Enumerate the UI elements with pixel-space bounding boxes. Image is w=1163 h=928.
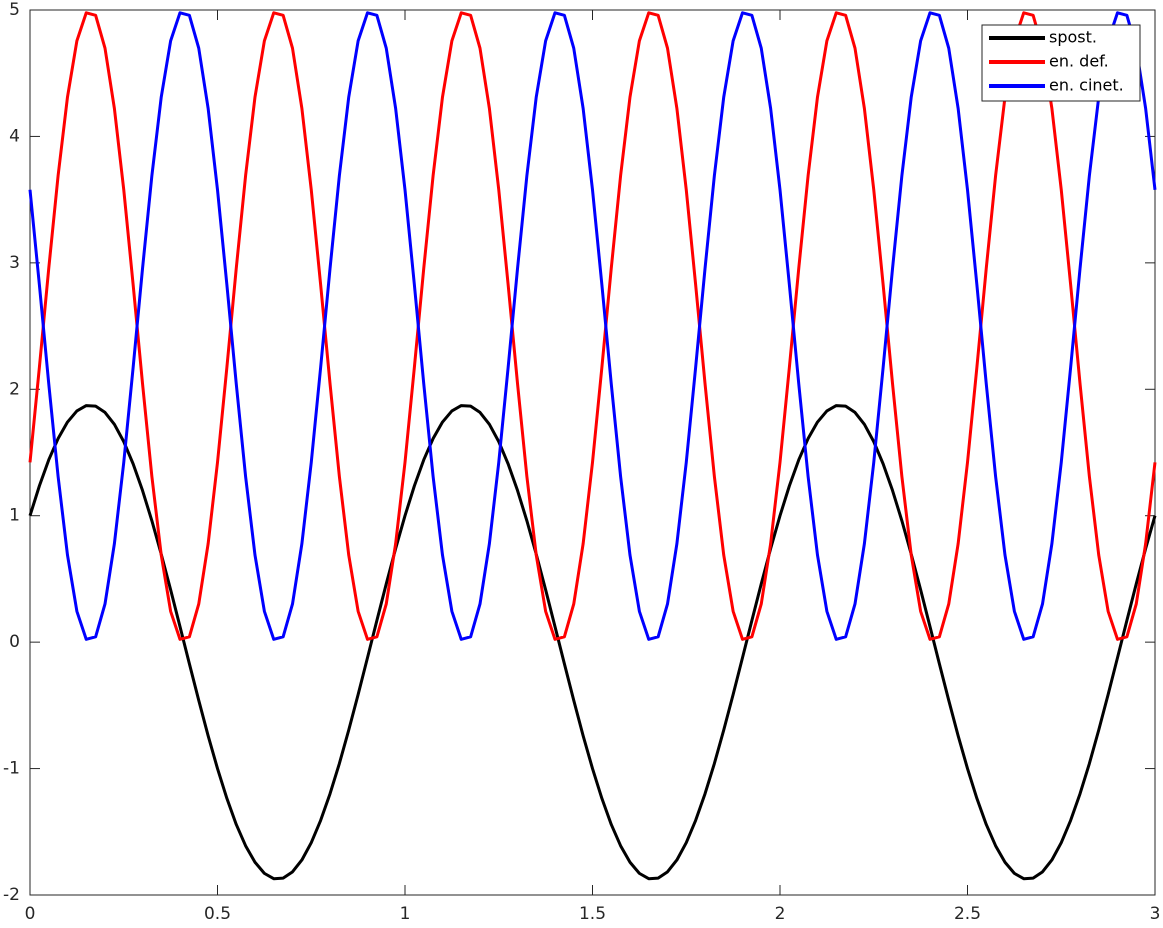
- legend-label: en. cinet.: [1049, 76, 1124, 95]
- series-line: [28, 404, 1157, 881]
- y-tick-label: -1: [3, 759, 20, 779]
- x-tick-label: 0: [25, 904, 36, 924]
- y-tick-label: 0: [9, 632, 20, 652]
- x-tick-label: 1.5: [579, 904, 606, 924]
- y-tick-label: -2: [3, 885, 20, 905]
- y-tick-label: 5: [9, 0, 20, 20]
- legend-label: spost.: [1049, 28, 1097, 47]
- legend-label: en. def.: [1049, 52, 1109, 71]
- series-line: [28, 11, 1157, 641]
- x-tick-label: 1: [400, 904, 411, 924]
- x-tick-label: 2.5: [954, 904, 981, 924]
- y-tick-label: 3: [9, 253, 20, 273]
- legend: spost. en. def. en. cinet.: [981, 24, 1141, 102]
- y-tick-label: 1: [9, 506, 20, 526]
- series-line: [28, 11, 1157, 641]
- y-tick-label: 4: [9, 126, 20, 146]
- y-tick-label: 2: [9, 379, 20, 399]
- x-tick-label: 3: [1150, 904, 1161, 924]
- x-tick-label: 2: [775, 904, 786, 924]
- x-tick-label: 0.5: [204, 904, 231, 924]
